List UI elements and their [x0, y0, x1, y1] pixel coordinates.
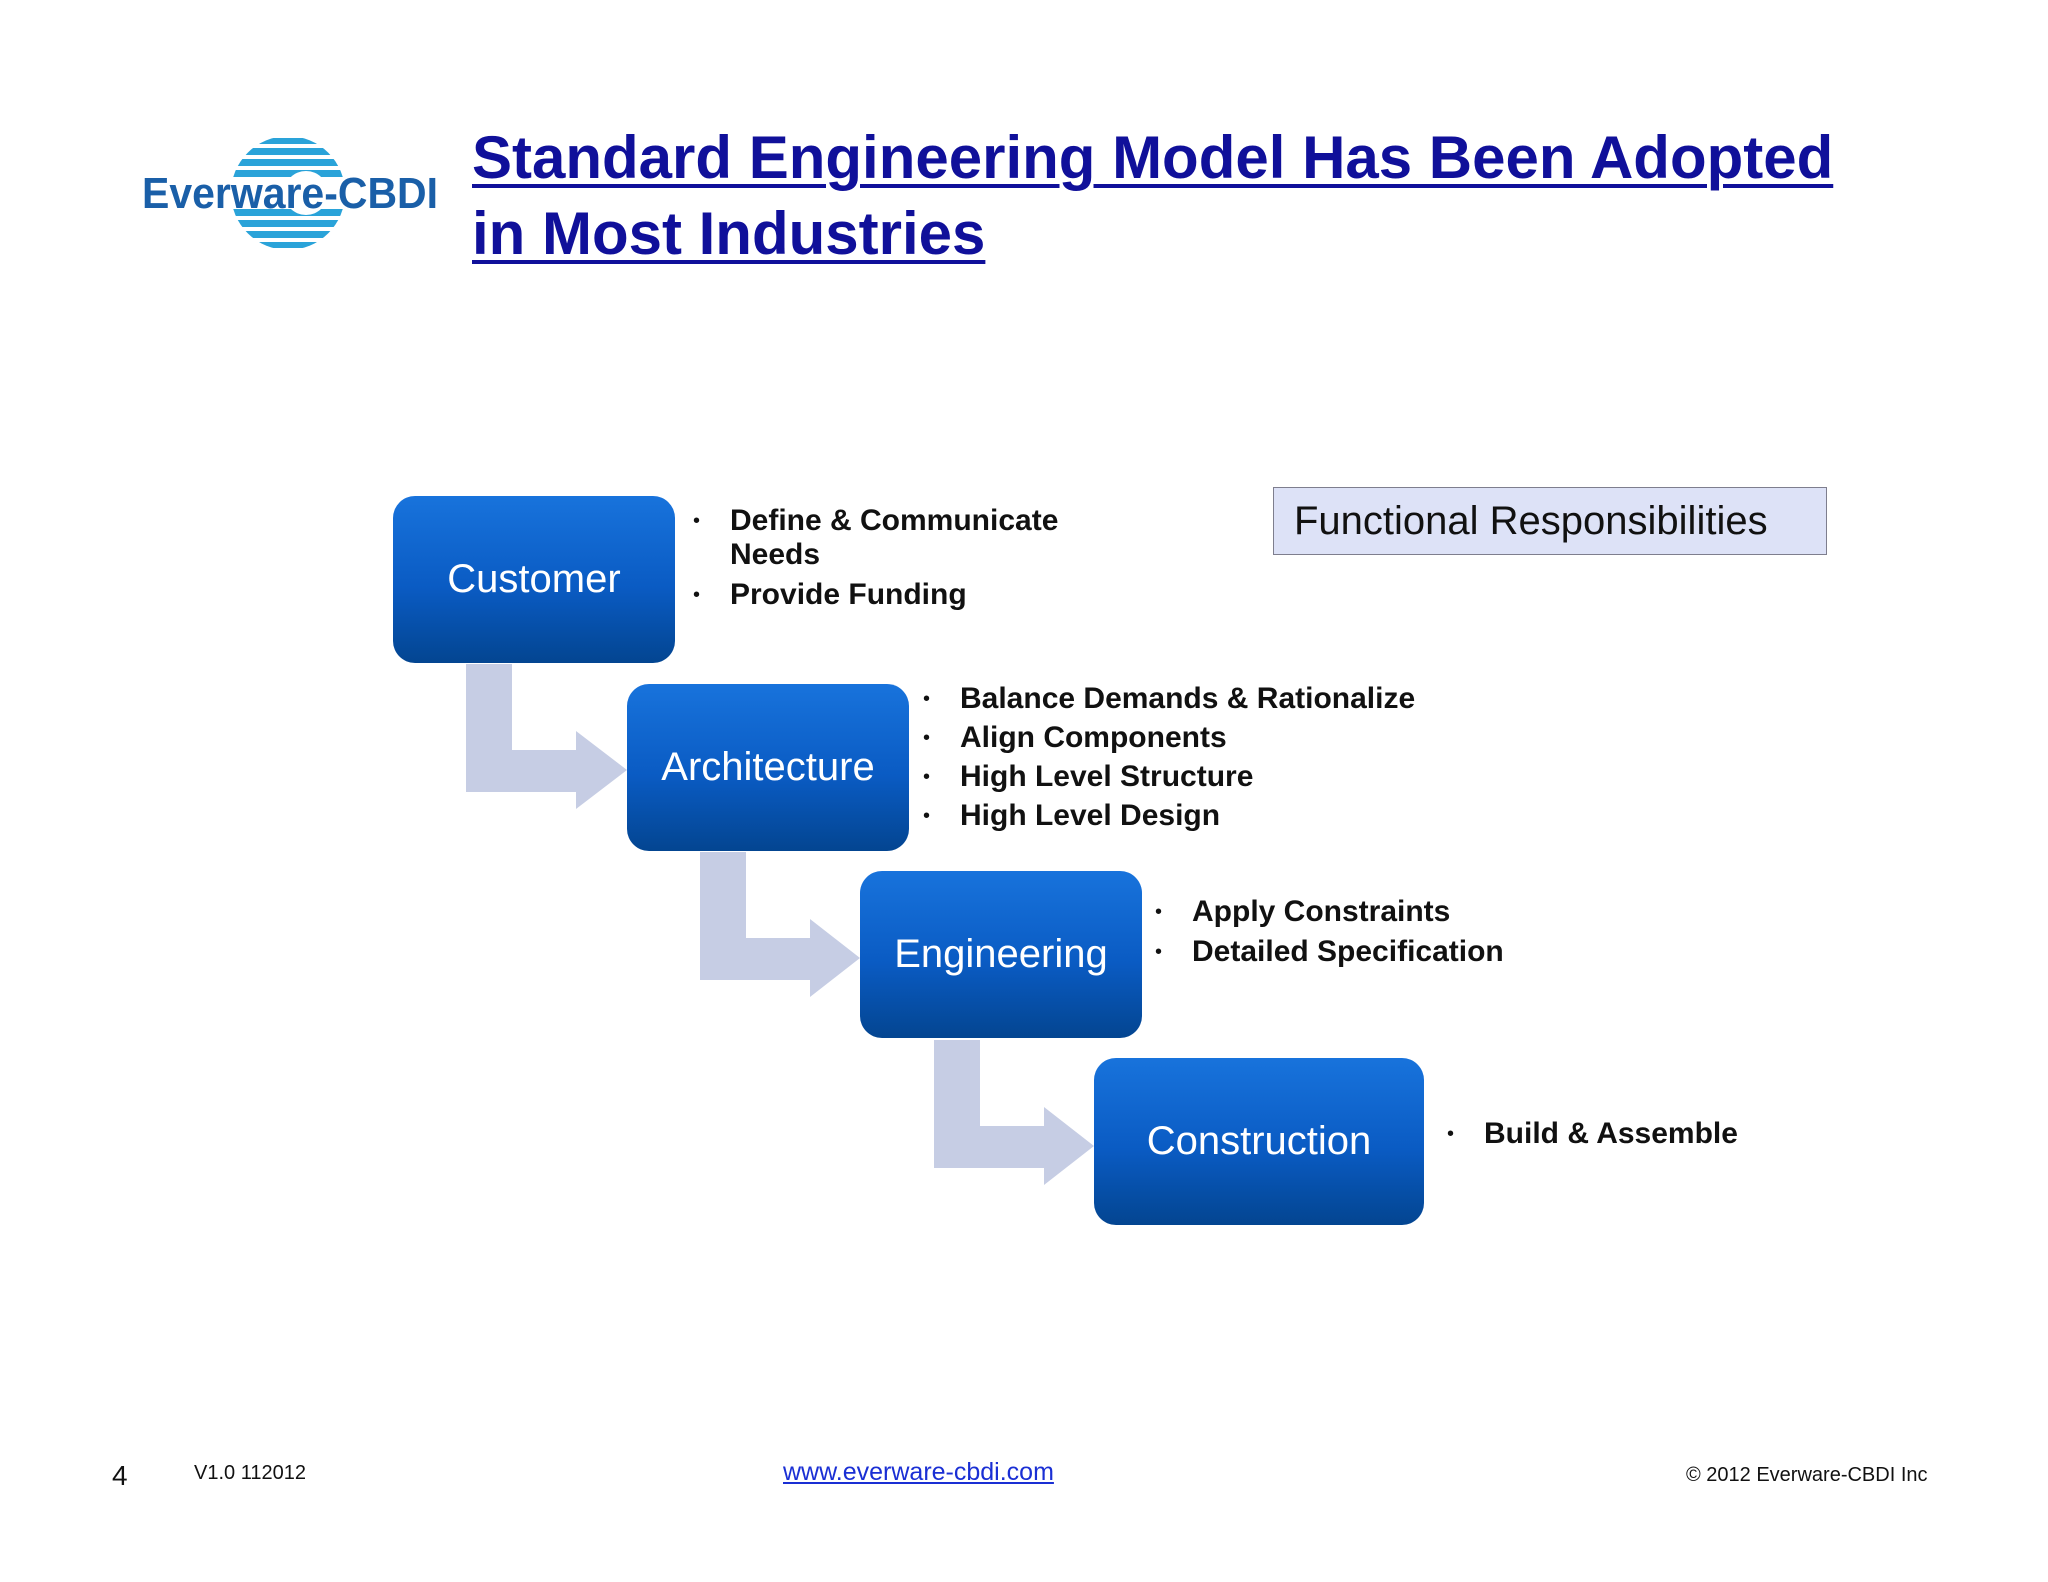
version-label: V1.0 112012 [194, 1462, 306, 1484]
list-item: High Level Structure [923, 760, 1483, 794]
list-item: Provide Funding [693, 578, 1113, 612]
construction-responsibilities: Build & Assemble [1447, 1117, 1847, 1157]
arrow-architecture-to-engineering-icon [700, 852, 860, 997]
list-item: Build & Assemble [1447, 1117, 1847, 1151]
logo-text: Everware-CBDI [142, 169, 438, 218]
slide-title: Standard Engineering Model Has Been Adop… [472, 120, 1972, 272]
list-item: Define & Communicate Needs [693, 504, 1113, 572]
list-item: Balance Demands & Rationalize [923, 682, 1483, 716]
list-item: High Level Design [923, 799, 1483, 833]
list-item: Detailed Specification [1155, 935, 1655, 969]
architecture-responsibilities: Balance Demands & Rationalize Align Comp… [923, 682, 1483, 838]
stage-architecture: Architecture [627, 684, 909, 851]
arrow-engineering-to-construction-icon [934, 1040, 1094, 1185]
stage-construction: Construction [1094, 1058, 1424, 1225]
stage-engineering: Engineering [860, 871, 1142, 1038]
stage-customer: Customer [393, 496, 675, 663]
list-item: Align Components [923, 721, 1483, 755]
page-number: 4 [112, 1460, 128, 1491]
logo-stripes-icon [231, 138, 345, 248]
title-line-2: in Most Industries [472, 200, 986, 267]
title-line-1: Standard Engineering Model Has Been Adop… [472, 124, 1834, 191]
customer-responsibilities: Define & Communicate Needs Provide Fundi… [693, 504, 1113, 618]
functional-responsibilities-label: Functional Responsibilities [1273, 487, 1827, 555]
engineering-responsibilities: Apply Constraints Detailed Specification [1155, 895, 1655, 975]
list-item: Apply Constraints [1155, 895, 1655, 929]
website-link[interactable]: www.everware-cbdi.com [783, 1458, 1054, 1486]
copyright-notice: © 2012 Everware-CBDI Inc [1686, 1464, 1928, 1486]
everware-cbdi-logo: Everware-CBDI [142, 138, 438, 248]
arrow-customer-to-architecture-icon [466, 664, 627, 809]
